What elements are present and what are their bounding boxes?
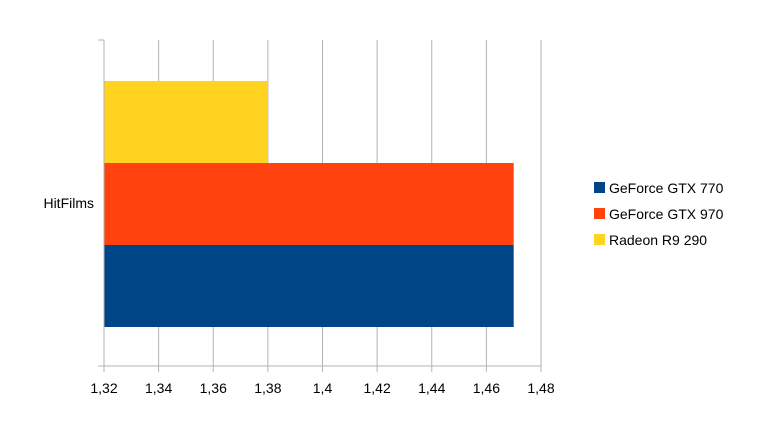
x-tick-label: 1,34 bbox=[145, 380, 172, 396]
x-tick-label: 1,44 bbox=[418, 380, 445, 396]
legend-item[interactable]: GeForce GTX 970 bbox=[594, 206, 724, 222]
x-tick-label: 1,46 bbox=[473, 380, 500, 396]
legend-swatch bbox=[594, 208, 605, 219]
legend-label: Radeon R9 290 bbox=[609, 232, 707, 248]
x-tick-label: 1,38 bbox=[254, 380, 281, 396]
x-tick-label: 1,42 bbox=[364, 380, 391, 396]
legend[interactable]: GeForce GTX 770 GeForce GTX 970 Radeon R9 … bbox=[594, 180, 724, 248]
x-tick-label: 1,32 bbox=[90, 380, 117, 396]
x-axis-ticks: 1,32 1,34 1,36 1,38 1,4 1,42 1,44 1,46 1,48 bbox=[90, 366, 555, 396]
legend-label: GeForce GTX 970 bbox=[609, 206, 724, 222]
category-label: HitFilms bbox=[43, 195, 94, 211]
legend-swatch bbox=[594, 182, 605, 193]
bar-geforce-gtx-770 bbox=[104, 245, 514, 327]
x-tick-label: 1,4 bbox=[313, 380, 333, 396]
x-tick-label: 1,36 bbox=[200, 380, 227, 396]
category-labels: HitFilms bbox=[43, 195, 94, 211]
bar-radeon-r9-290 bbox=[104, 81, 268, 163]
legend-item[interactable]: Radeon R9 290 bbox=[594, 232, 707, 248]
x-tick-label: 1,48 bbox=[527, 380, 554, 396]
legend-item[interactable]: GeForce GTX 770 bbox=[594, 180, 724, 196]
bars bbox=[104, 81, 514, 327]
legend-swatch bbox=[594, 234, 605, 245]
bar-geforce-gtx-970 bbox=[104, 163, 514, 245]
legend-label: GeForce GTX 770 bbox=[609, 180, 724, 196]
